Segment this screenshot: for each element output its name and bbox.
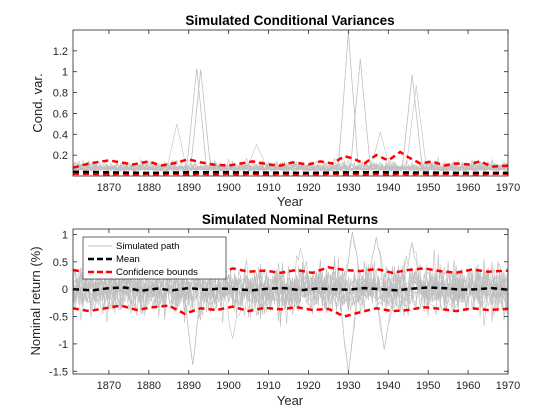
confidence-bound-upper-line [72,150,509,169]
plot-area [73,30,508,176]
chart-title: Simulated Conditional Variances [185,13,394,28]
x-tick-label: 1940 [376,182,400,194]
chart-title: Simulated Nominal Returns [202,212,378,227]
simulated-paths-group [72,32,509,172]
y-tick-label: -0.5 [49,312,68,324]
simulated-path-line [72,252,509,350]
x-tick-label: 1920 [296,182,320,194]
y-axis-label: Cond. var. [30,73,45,132]
x-tick-label: 1970 [496,380,520,392]
y-axis-label: Nominal return (%) [28,246,43,355]
y-tick-label: 1 [62,229,68,241]
x-tick-label: 1930 [336,182,360,194]
y-tick-label: 1.2 [53,46,68,58]
mean-line [72,170,508,175]
y-axis: 0.2 0.4 0.6 0.8 1 1.2 [53,46,508,162]
y-tick-label: -1 [58,339,68,351]
x-tick-label: 1890 [176,182,200,194]
y-tick-label: 1 [62,67,68,79]
x-tick-label: 1940 [376,380,400,392]
confidence-bound-lower-line [72,304,509,318]
mean-line [72,286,509,293]
legend-label-simulated: Simulated path [116,241,179,252]
x-axis: 1870 1880 1890 1900 1910 1920 1930 1940 1950 1960… [97,229,520,392]
simulated-path-line [72,59,509,172]
axes-box [72,29,509,177]
x-tick-label: 1900 [216,380,240,392]
y-tick-label: 0.6 [53,108,68,120]
x-tick-label: 1920 [296,380,320,392]
mean-group [72,170,508,175]
y-tick-label: 0.2 [53,150,68,162]
x-tick-label: 1890 [176,380,200,392]
y-tick-label: -1.5 [49,366,68,378]
simulated-path-line [72,242,509,320]
x-tick-label: 1910 [256,182,280,194]
legend-label-mean: Mean [116,254,140,265]
x-tick-label: 1950 [416,380,440,392]
y-tick-label: 0.4 [53,129,68,141]
mean-group [72,286,509,293]
x-tick-label: 1970 [496,182,520,194]
x-tick-label: 1930 [336,380,360,392]
variance-chart: Simulated Conditional Variances 0.20.40.… [30,13,520,209]
legend: Simulated path Mean Confidence bounds [82,236,227,280]
simulated-path-line [72,260,509,365]
y-tick-label: 0 [62,284,68,296]
x-tick-label: 1880 [137,182,161,194]
returns-chart: Simulated Nominal Returns -1.5 -1 -0.5 0 0.5… [28,212,520,408]
x-tick-label: 1870 [97,182,121,194]
legend-label-confidence: Confidence bounds [116,267,198,278]
x-tick-label: 1950 [416,182,440,194]
x-tick-label: 1960 [456,380,480,392]
y-tick-label: 0.8 [53,88,68,100]
simulated-path-line [72,74,509,172]
x-tick-label: 1880 [137,380,161,392]
x-tick-label: 1910 [256,380,280,392]
x-axis-label: Year [277,194,304,209]
y-axis: -1.5 -1 -0.5 0 0.5 1 [49,229,508,378]
x-axis-label: Year [277,393,304,408]
x-tick-label: 1900 [216,182,240,194]
axes-box [72,228,509,375]
x-tick-label: 1960 [456,182,480,194]
simulated-paths-group [72,231,509,373]
y-tick-label: 0.5 [53,257,68,269]
x-tick-label: 1870 [97,380,121,392]
x-axis: 1870 1880 1890 1900 1910 1920 1930 1940 1950 1960… [97,30,520,194]
